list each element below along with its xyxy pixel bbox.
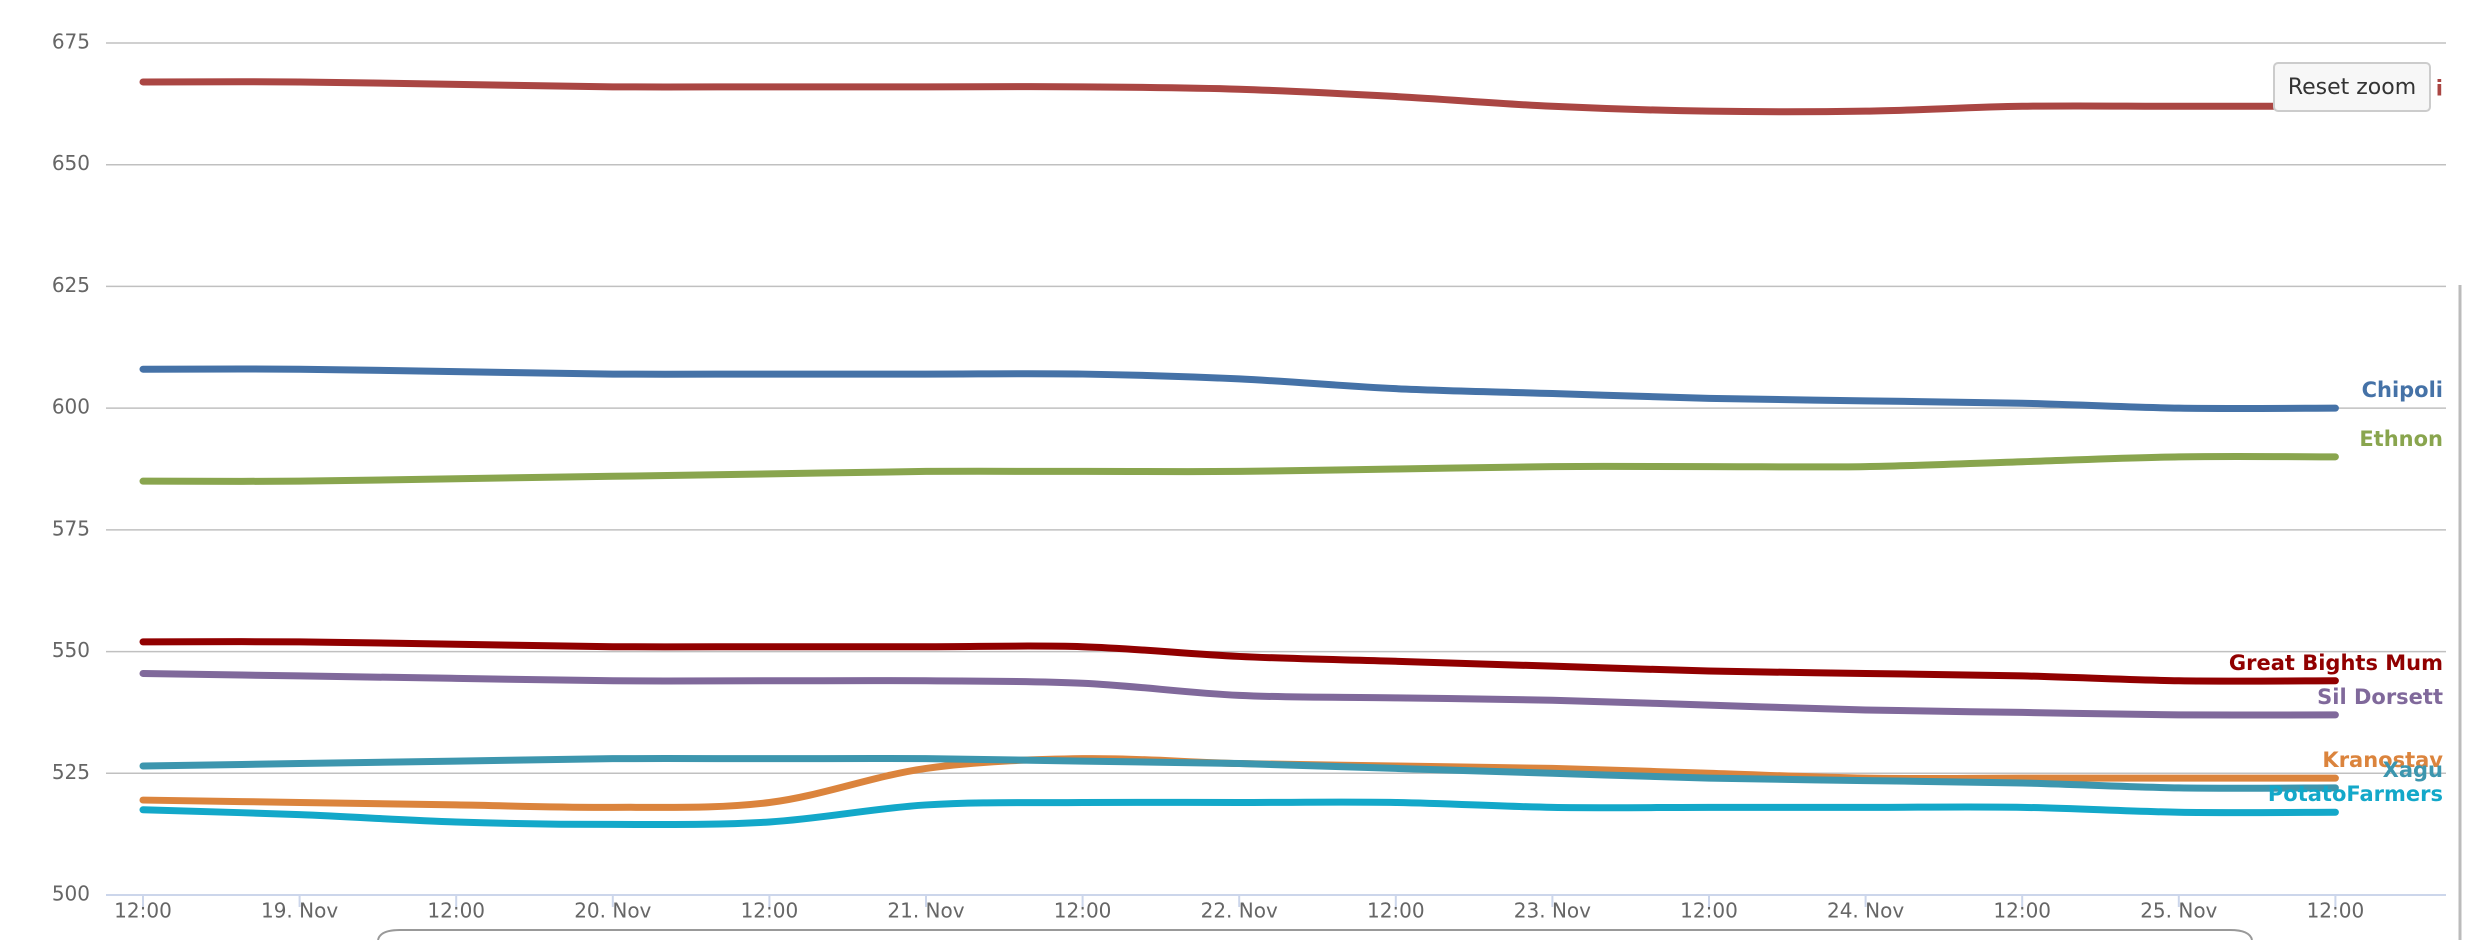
y-tick-label: 550	[52, 638, 90, 662]
y-tick-label: 500	[52, 882, 90, 906]
x-tick-label: 12:00	[741, 899, 799, 923]
y-tick-label: 600	[52, 395, 90, 419]
series-label: PotatoFarmers	[2268, 782, 2443, 806]
series-label: Xagu	[2383, 758, 2443, 782]
x-tick-label: 12:00	[1367, 899, 1425, 923]
series-label: Ethnon	[2359, 427, 2443, 451]
x-tick-label: 12:00	[1993, 899, 2051, 923]
line-series	[139, 78, 2339, 116]
line-series	[139, 365, 2339, 413]
y-tick-label: 575	[52, 516, 90, 540]
y-tick-label: 675	[52, 30, 90, 54]
line-series	[139, 755, 2339, 792]
x-tick-label: 12:00	[1054, 899, 1112, 923]
x-tick-label: 12:00	[114, 899, 172, 923]
series-label: Kranostav	[2322, 748, 2443, 772]
series-label: Sil Dorsett	[2317, 685, 2443, 709]
x-tick-label: 20. Nov	[574, 899, 651, 923]
series-label: i	[2436, 76, 2443, 100]
x-tick-label: 22. Nov	[1201, 899, 1278, 923]
y-tick-label: 650	[52, 151, 90, 175]
x-tick-label: 21. Nov	[887, 899, 964, 923]
reset-zoom-button[interactable]: Reset zoom	[2273, 62, 2431, 112]
line-series	[139, 452, 2339, 485]
x-tick-label: 19. Nov	[261, 899, 338, 923]
x-tick-label: 23. Nov	[1514, 899, 1591, 923]
line-series	[139, 798, 2339, 828]
reset-zoom-box	[2273, 62, 2431, 112]
navigator-handle	[377, 929, 2253, 940]
x-tick-label: 12:00	[2307, 899, 2365, 923]
line-series	[139, 638, 2339, 685]
series-label: Great Bights Mum	[2229, 651, 2443, 675]
series-label: Chipoli	[2362, 378, 2443, 402]
y-tick-label: 525	[52, 760, 90, 784]
x-tick-label: 25. Nov	[2140, 899, 2217, 923]
reset-zoom-label: Reset zoom	[2288, 75, 2416, 100]
x-tick-label: 24. Nov	[1827, 899, 1904, 923]
x-tick-label: 12:00	[427, 899, 485, 923]
line-series	[139, 669, 2339, 719]
y-tick-label: 625	[52, 273, 90, 297]
x-tick-label: 12:00	[1680, 899, 1738, 923]
